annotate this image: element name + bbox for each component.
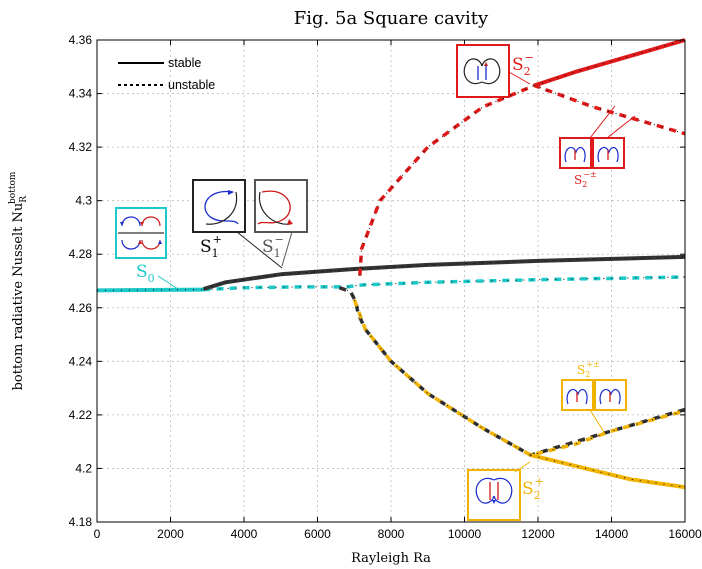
legend: stable unstable xyxy=(118,56,215,92)
x-tick-label: 8000 xyxy=(378,527,405,541)
series-S0-dashed xyxy=(203,275,686,292)
series-S1-solid-core xyxy=(203,256,686,290)
s2-plus-inset xyxy=(467,469,521,521)
series-layer xyxy=(96,38,686,490)
series-S2minus-solid xyxy=(533,38,686,88)
s2-minus-pm-label: S2−± xyxy=(574,170,597,189)
svg-text:bottom radiative Nusselt NuR: bottom radiative Nusselt NuRbottom xyxy=(8,171,29,390)
s2-minus-pm-arrow-1 xyxy=(589,105,616,139)
series-S2plus-solid xyxy=(530,453,686,490)
x-tick-label: 12000 xyxy=(521,527,555,541)
s2-plus-pm-insets xyxy=(561,379,627,411)
series-S1-solid xyxy=(203,254,686,291)
y-tick-label: 4.26 xyxy=(69,301,93,315)
x-tick-label: 4000 xyxy=(231,527,258,541)
series-S0-solid-core xyxy=(96,289,204,291)
grid xyxy=(97,40,685,522)
s1-minus-inset xyxy=(254,179,308,233)
series-S0-solid xyxy=(96,287,204,293)
x-tick-label: 6000 xyxy=(304,527,331,541)
s1-minus-arrow xyxy=(281,231,293,267)
y-tick-label: 4.32 xyxy=(69,140,93,154)
s2-minus-pm-arrow-2 xyxy=(606,115,636,139)
plot-frame xyxy=(96,39,686,523)
legend-unstable-label: unstable xyxy=(168,78,215,92)
y-axis-label-group: bottom radiative Nusselt NuRbottom xyxy=(8,171,29,390)
x-tick-label: 16000 xyxy=(668,527,702,541)
y-tick-label: 4.18 xyxy=(69,515,93,529)
y-axis-label-sup: bottom xyxy=(8,171,18,204)
x-tick-label: 0 xyxy=(94,527,101,541)
y-tick-label: 4.28 xyxy=(69,247,93,261)
s1-plus-label: S1+ xyxy=(200,233,222,260)
s0-inset xyxy=(115,207,167,259)
y-tick-label: 4.3 xyxy=(75,194,92,208)
s2-minus-arrow xyxy=(508,71,531,85)
y-tick-label: 4.22 xyxy=(69,408,93,422)
s2-plus-pm-arrow xyxy=(589,409,605,433)
legend-stable-label: stable xyxy=(168,56,201,70)
s2-minus-label: S2− xyxy=(512,51,534,78)
x-tick-label: 14000 xyxy=(595,527,629,541)
s1-minus-label: S1− xyxy=(262,233,284,260)
series-S2minus-dashed-core xyxy=(359,84,686,276)
y-tick-label: 4.24 xyxy=(69,354,93,368)
chart-title: Fig. 5a Square cavity xyxy=(294,8,489,29)
x-tick-label: 2000 xyxy=(157,527,184,541)
series-S2plus-dashed xyxy=(352,299,686,457)
s2-plus-pm-label: S2+± xyxy=(577,360,600,379)
s1-plus-inset xyxy=(192,179,246,233)
s2-minus-pm-insets xyxy=(559,137,625,169)
series-S2minus-solid-core xyxy=(534,39,686,86)
y-tick-label: 4.34 xyxy=(69,87,93,101)
series-S2plus-dashed-core xyxy=(353,299,686,456)
s2-minus-inset xyxy=(456,44,510,98)
s0-label: S0 xyxy=(136,262,155,285)
y-tick-label: 4.2 xyxy=(75,461,92,475)
s0-arrow xyxy=(157,275,179,290)
x-tick-label: 10000 xyxy=(448,527,482,541)
s2-plus-label: S2+ xyxy=(522,475,544,502)
y-tick-label: 4.36 xyxy=(69,33,93,47)
s1-plus-arrow xyxy=(236,231,283,269)
x-axis-label: Rayleigh Ra xyxy=(351,551,431,566)
y-axis-label: bottom radiative Nusselt Nu xyxy=(11,203,26,391)
series-S2minus-dashed xyxy=(358,83,686,276)
s2-plus-arrow xyxy=(514,461,531,473)
tick-labels: 0 2000 4000 6000 8000 10000 12000 14000 16000 4.1… xyxy=(69,33,702,541)
y-axis-label-sub: R xyxy=(19,196,29,203)
